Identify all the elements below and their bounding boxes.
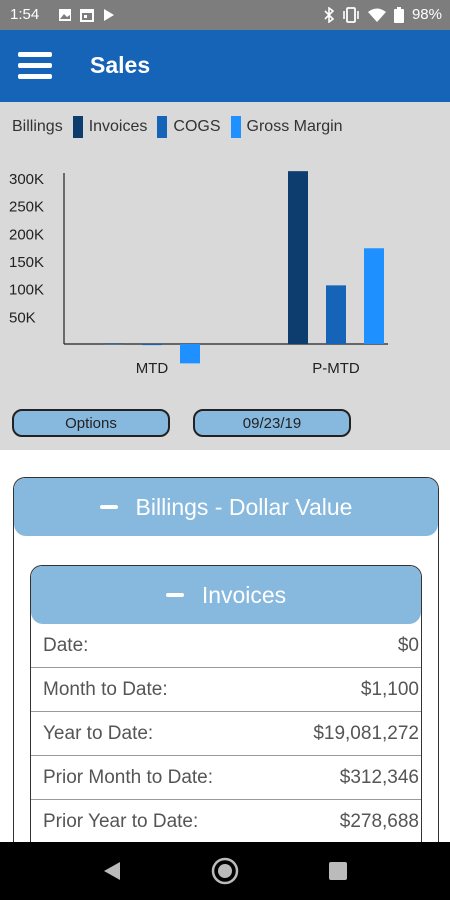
row-value: $19,081,272 (313, 722, 419, 744)
table-row: Prior Month to Date: $312,346 (31, 756, 421, 800)
billings-card-header[interactable]: Billings - Dollar Value (14, 478, 438, 536)
menu-icon[interactable] (18, 52, 52, 80)
options-button[interactable]: Options (12, 409, 170, 437)
bar-gross-margin-mtd (180, 344, 200, 364)
row-label: Date: (43, 634, 89, 656)
row-value: $1,100 (360, 678, 419, 700)
legend-swatch-gross-margin (230, 116, 241, 138)
options-button-label: Options (65, 414, 117, 432)
system-nav-bar (0, 842, 450, 900)
flag-icon (104, 9, 114, 21)
wifi-icon (367, 8, 386, 22)
invoices-card-header[interactable]: Invoices (31, 566, 421, 624)
back-icon[interactable] (100, 860, 122, 882)
collapse-icon (99, 505, 118, 509)
home-icon[interactable] (210, 856, 240, 886)
x-tick-label: MTD (136, 360, 169, 377)
table-row: Month to Date: $1,100 (31, 668, 421, 712)
status-time: 1:54 (10, 6, 40, 23)
date-picker-button[interactable]: 09/23/19 (193, 409, 351, 437)
image-icon (59, 9, 71, 21)
recents-icon[interactable] (328, 861, 348, 881)
notification-icons (58, 8, 116, 22)
legend-label-gross-margin: Gross Margin (246, 118, 343, 135)
system-icons: 98% (324, 6, 442, 23)
collapse-icon (165, 593, 184, 597)
row-value: $312,346 (339, 766, 419, 788)
row-label: Year to Date: (43, 722, 154, 744)
billings-card-title: Billings - Dollar Value (135, 493, 353, 520)
row-label: Prior Month to Date: (43, 766, 214, 788)
table-row: Year to Date: $19,081,272 (31, 712, 421, 756)
y-tick-label: 150K (9, 254, 44, 271)
row-label: Prior Year to Date: (43, 810, 199, 832)
legend-label-invoices: Invoices (88, 118, 148, 135)
page-title: Sales (90, 52, 151, 78)
date-button-label: 09/23/19 (242, 414, 302, 432)
row-value: $0 (397, 634, 419, 656)
invoices-card: Invoices Date: $0 Month to Date: $1,100 … (30, 565, 422, 858)
row-value: $278,688 (339, 810, 419, 832)
invoices-card-title: Invoices (201, 581, 287, 608)
battery-percent: 98% (411, 6, 442, 23)
bar-cogs-mtd (142, 344, 162, 346)
vibrate-icon (343, 6, 359, 23)
x-tick-label: P-MTD (312, 360, 360, 377)
calendar-icon (80, 9, 94, 22)
status-bar: 1:54 98% (0, 0, 450, 30)
bar-gross-margin-p-mtd (364, 248, 384, 344)
y-tick-label: 50K (9, 309, 36, 326)
legend-swatch-cogs (157, 116, 168, 138)
billings-card: Billings - Dollar Value Invoices Date: $… (13, 477, 439, 858)
legend-label-cogs: COGS (173, 118, 221, 135)
chart-panel: Billings Invoices COGS Gross Margin 300K… (0, 102, 450, 450)
bar-invoices-p-mtd (288, 171, 308, 344)
bar-chart: 300K 250K 200K 150K 100K 50K MTD P-MTD (9, 171, 388, 377)
y-tick-label: 300K (9, 171, 44, 188)
bar-invoices-mtd (104, 343, 124, 345)
chart-legend: Billings Invoices COGS Gross Margin (12, 116, 343, 138)
y-tick-label: 250K (9, 199, 44, 216)
app-bar: Sales (0, 30, 450, 102)
row-label: Month to Date: (43, 678, 168, 700)
y-tick-label: 100K (9, 282, 44, 299)
legend-swatch-invoices (72, 116, 83, 138)
table-row: Date: $0 (31, 624, 421, 668)
battery-icon (393, 6, 404, 23)
bluetooth-icon (324, 6, 334, 23)
table-row: Prior Year to Date: $278,688 (31, 800, 421, 844)
legend-title: Billings (12, 118, 63, 135)
bar-cogs-p-mtd (326, 285, 346, 344)
y-tick-label: 200K (9, 226, 44, 243)
